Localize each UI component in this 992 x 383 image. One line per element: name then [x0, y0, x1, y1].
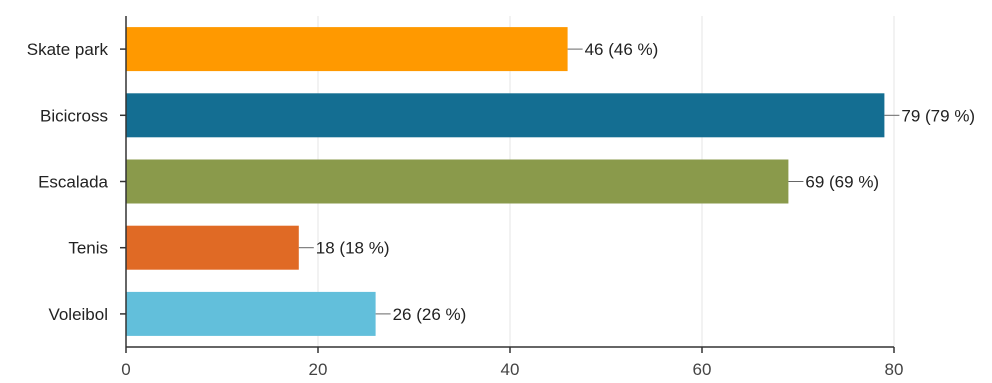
data-label: 79 (79 %): [901, 106, 975, 125]
bar: [126, 159, 789, 204]
data-label: 46 (46 %): [585, 40, 659, 59]
bar: [126, 27, 568, 72]
x-tick-label: 20: [309, 360, 328, 379]
x-tick-label: 80: [885, 360, 904, 379]
x-tick-label: 60: [693, 360, 712, 379]
category-label: Bicicross: [40, 106, 108, 125]
x-tick-label: 40: [501, 360, 520, 379]
data-label: 18 (18 %): [316, 239, 390, 258]
bar: [126, 225, 299, 270]
data-label: 26 (26 %): [393, 305, 467, 324]
bar: [126, 93, 885, 138]
category-label: Tenis: [68, 239, 108, 258]
bars: [126, 27, 885, 336]
category-label: Voleibol: [48, 305, 108, 324]
data-label: 69 (69 %): [805, 173, 879, 192]
labels: 0 20 40 60 80 Skate park 46 (46 %) Bicicross 79 …: [27, 40, 975, 379]
category-label: Escalada: [38, 173, 108, 192]
bar: [126, 291, 376, 336]
axes: [120, 16, 895, 353]
x-tick-label: 0: [121, 360, 130, 379]
category-label: Skate park: [27, 40, 109, 59]
